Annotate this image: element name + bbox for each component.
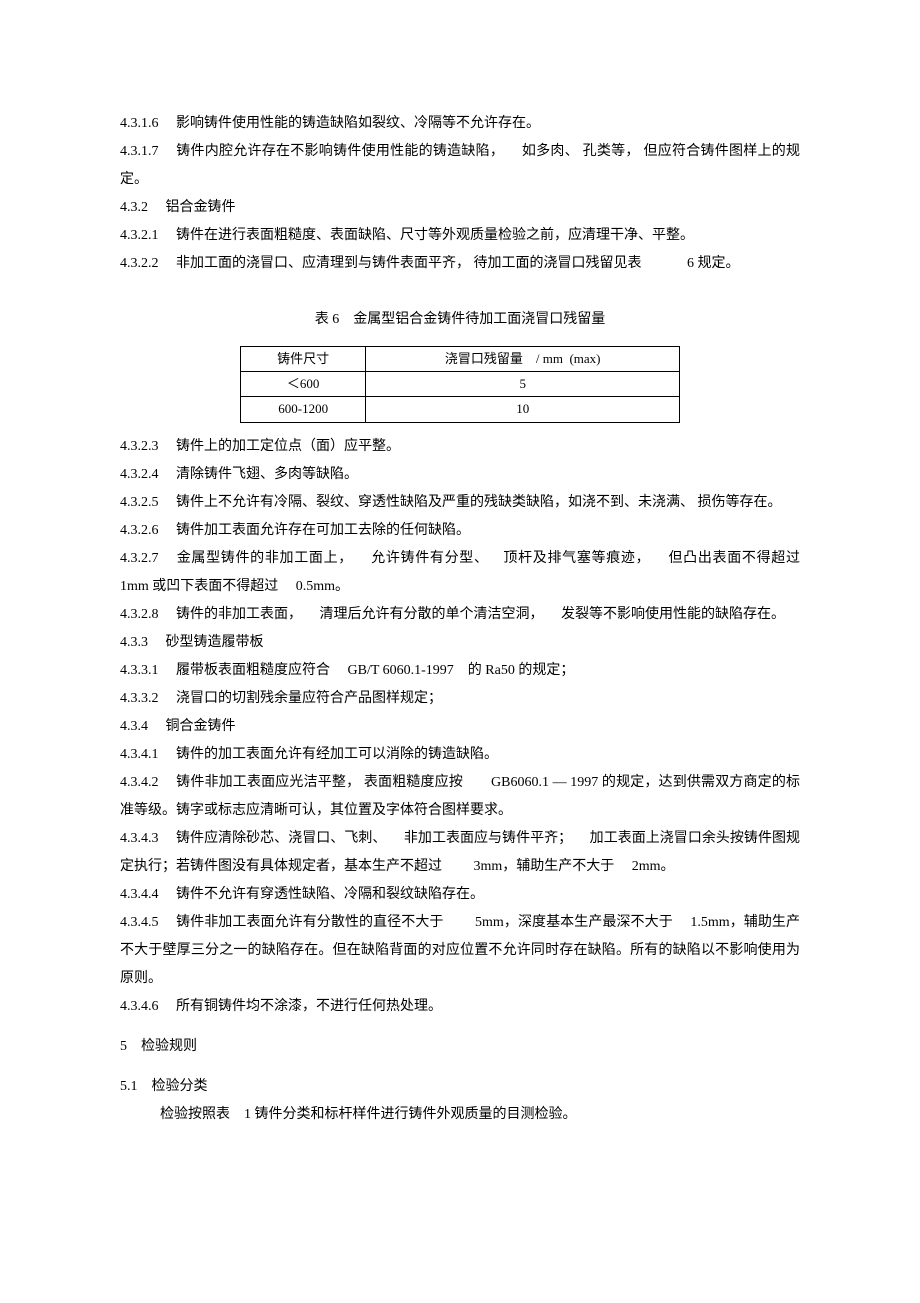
clause-4-3-4-1: 4.3.4.1 铸件的加工表面允许有经加工可以消除的铸造缺陷。	[120, 741, 800, 769]
clause-4-3-3: 4.3.3 砂型铸造履带板	[120, 629, 800, 657]
clause-4-3-3-2: 4.3.3.2 浇冒口的切割残余量应符合产品图样规定；	[120, 685, 800, 713]
clause-4-3-4-6: 4.3.4.6 所有铜铸件均不涂漆，不进行任何热处理。	[120, 993, 800, 1021]
table-cell: 600-1200	[241, 397, 366, 422]
clause-4-3-2-1: 4.3.2.1 铸件在进行表面粗糙度、表面缺陷、尺寸等外观质量检验之前，应清理干…	[120, 222, 800, 250]
clause-4-3-2-6: 4.3.2.6 铸件加工表面允许存在可加工去除的任何缺陷。	[120, 517, 800, 545]
clause-4-3-2-2: 4.3.2.2 非加工面的浇冒口、应清理到与铸件表面平齐， 待加工面的浇冒口残留…	[120, 250, 800, 278]
clause-4-3-2-3: 4.3.2.3 铸件上的加工定位点（面）应平整。	[120, 433, 800, 461]
table-cell: 10	[366, 397, 680, 422]
table-row: 600-1200 10	[241, 397, 680, 422]
section-5-1: 5.1 检验分类	[120, 1073, 800, 1101]
table-header-cell: 铸件尺寸	[241, 347, 366, 372]
clause-4-3-2-7: 4.3.2.7 金属型铸件的非加工面上， 允许铸件有分型、 顶杆及排气塞等痕迹，…	[120, 545, 800, 601]
table-cell: 5	[366, 372, 680, 397]
clause-4-3-4-3: 4.3.4.3 铸件应清除砂芯、浇冒口、飞刺、 非加工表面应与铸件平齐； 加工表…	[120, 825, 800, 881]
table-row: 铸件尺寸 浇冒口残留量 / mm (max)	[241, 347, 680, 372]
section-5: 5 检验规则	[120, 1033, 800, 1061]
clause-4-3-4: 4.3.4 铜合金铸件	[120, 713, 800, 741]
clause-4-3-1-6: 4.3.1.6 影响铸件使用性能的铸造缺陷如裂纹、冷隔等不允许存在。	[120, 110, 800, 138]
clause-4-3-2-5: 4.3.2.5 铸件上不允许有冷隔、裂纹、穿透性缺陷及严重的残缺类缺陷，如浇不到…	[120, 489, 800, 517]
clause-4-3-2-4: 4.3.2.4 清除铸件飞翅、多肉等缺陷。	[120, 461, 800, 489]
section-5-1-body: 检验按照表 1 铸件分类和标杆样件进行铸件外观质量的目测检验。	[120, 1101, 800, 1129]
table-row: ＜600 5	[241, 372, 680, 397]
table-header-cell: 浇冒口残留量 / mm (max)	[366, 347, 680, 372]
clause-4-3-4-5: 4.3.4.5 铸件非加工表面允许有分散性的直径不大于 5mm，深度基本生产最深…	[120, 909, 800, 993]
table-cell: ＜600	[241, 372, 366, 397]
clause-4-3-2: 4.3.2 铝合金铸件	[120, 194, 800, 222]
clause-4-3-4-4: 4.3.4.4 铸件不允许有穿透性缺陷、冷隔和裂纹缺陷存在。	[120, 881, 800, 909]
table-6-title: 表 6 金属型铝合金铸件待加工面浇冒口残留量	[120, 308, 800, 328]
clause-4-3-4-2: 4.3.4.2 铸件非加工表面应光洁平整， 表面粗糙度应按 GB6060.1 —…	[120, 769, 800, 825]
clause-4-3-1-7: 4.3.1.7 铸件内腔允许存在不影响铸件使用性能的铸造缺陷， 如多肉、 孔类等…	[120, 138, 800, 194]
table-6: 铸件尺寸 浇冒口残留量 / mm (max) ＜600 5 600-1200 1…	[240, 346, 680, 423]
clause-4-3-3-1: 4.3.3.1 履带板表面粗糙度应符合 GB/T 6060.1-1997 的 R…	[120, 657, 800, 685]
clause-4-3-2-8: 4.3.2.8 铸件的非加工表面， 清理后允许有分散的单个清洁空洞， 发裂等不影…	[120, 601, 800, 629]
